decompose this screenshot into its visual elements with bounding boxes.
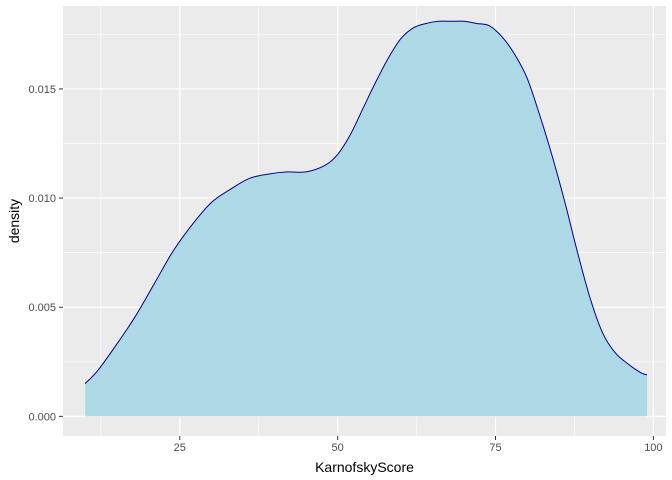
y-tick-label: 0.015	[28, 84, 56, 96]
x-tick-label: 75	[489, 442, 501, 454]
x-tick-label: 50	[332, 442, 344, 454]
y-axis-title: density	[6, 199, 22, 243]
x-tick-label: 25	[174, 442, 186, 454]
density-area	[85, 21, 648, 417]
density-line	[84, 20, 648, 384]
x-tick-label: 100	[644, 442, 662, 454]
x-axis: 25 50 75 100	[174, 436, 663, 454]
x-axis-title: KarnofskyScore	[315, 459, 414, 475]
y-tick-label: 0.005	[28, 302, 56, 314]
y-axis: 0.000 0.005 0.010 0.015	[28, 84, 63, 423]
y-tick-label: 0.010	[28, 193, 56, 205]
y-tick-label: 0.000	[28, 411, 56, 423]
